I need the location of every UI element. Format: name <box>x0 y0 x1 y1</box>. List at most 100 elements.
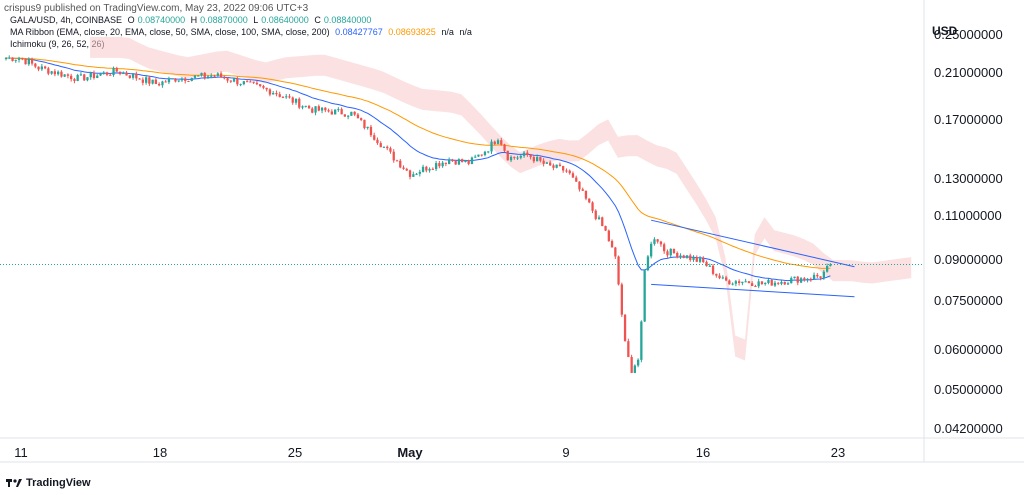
candle-body <box>770 279 773 286</box>
candle-body <box>630 357 633 373</box>
candle-body <box>653 239 656 244</box>
candle-body <box>418 171 421 174</box>
candle-body <box>193 75 197 78</box>
x-tick-label: 11 <box>14 445 28 460</box>
candle-body <box>14 59 17 61</box>
candle-body <box>327 110 330 112</box>
y-tick-label: 0.13000000 <box>934 171 1003 187</box>
candle-body <box>307 105 311 109</box>
candle-body <box>324 107 327 111</box>
candle-body <box>783 282 786 285</box>
candle-body <box>470 157 474 164</box>
candle-body <box>275 93 278 95</box>
candle-body <box>744 281 747 283</box>
candle-body <box>60 71 63 77</box>
candle-body <box>734 281 737 284</box>
candle-body <box>395 160 399 162</box>
candle-body <box>711 265 715 274</box>
candle-body <box>760 281 764 285</box>
candle-body <box>47 68 50 74</box>
candle-body <box>549 162 552 166</box>
candle-body <box>799 278 803 283</box>
candle-body <box>229 80 232 82</box>
candle-body <box>44 66 47 69</box>
candle-body <box>122 72 125 75</box>
candle-body <box>96 75 99 78</box>
candle-body <box>366 126 369 129</box>
candle-body <box>285 96 288 98</box>
close-value: 0.08840000 <box>323 15 372 25</box>
candle-body <box>278 94 281 97</box>
candle-body <box>262 86 265 88</box>
candle-body <box>353 111 356 115</box>
candle-body <box>666 251 669 256</box>
y-tick-label: 0.05000000 <box>934 382 1003 398</box>
candle-body <box>21 58 24 60</box>
candle-body <box>83 74 86 81</box>
candle-body <box>239 84 242 86</box>
candle-body <box>8 57 11 59</box>
candle-body <box>715 273 718 276</box>
symbol-legend: GALA/USD, 4h, COINBASE O 0.08740000 H 0.08… <box>10 15 374 25</box>
candle-body <box>389 148 392 152</box>
lower-trendline <box>651 283 855 298</box>
candle-body <box>112 68 115 75</box>
candle-body <box>451 160 454 162</box>
candle-body <box>428 168 431 171</box>
candle-body <box>487 151 490 153</box>
candle-body <box>597 217 601 219</box>
candle-body <box>676 253 679 258</box>
candle-body <box>826 266 829 272</box>
publish-info: crispus9 published on TradingView.com, M… <box>4 3 309 14</box>
candle-body <box>464 160 467 162</box>
candle-body <box>421 166 425 172</box>
candle-body <box>431 168 434 170</box>
high-value: 0.08870000 <box>200 15 248 25</box>
candle-body <box>109 74 112 76</box>
candle-body <box>731 283 734 285</box>
candle-body <box>382 146 386 148</box>
candle-body <box>757 281 760 287</box>
candle-body <box>405 168 408 171</box>
candle-body <box>259 84 262 86</box>
candle-body <box>268 89 272 95</box>
candle-body <box>650 243 653 257</box>
candle-body <box>412 174 415 177</box>
candle-body <box>584 190 588 199</box>
candle-body <box>232 78 236 82</box>
candle-body <box>692 257 695 260</box>
ma-ribbon-legend: MA Ribbon (EMA, close, 20, EMA, close, 5… <box>10 27 475 37</box>
candle-body <box>509 156 513 161</box>
candle-body <box>219 73 223 78</box>
x-tick-label: 9 <box>562 445 570 460</box>
candle-body <box>539 157 542 161</box>
candle-body <box>435 163 438 169</box>
low-value: 0.08640000 <box>261 15 309 25</box>
candle-body <box>158 84 161 86</box>
x-tick-label: 25 <box>287 445 303 460</box>
candle-body <box>614 247 617 257</box>
candle-body <box>444 162 447 164</box>
candle-body <box>467 160 470 164</box>
candle-body <box>131 74 135 78</box>
candle-body <box>337 109 340 111</box>
candle-body <box>115 68 118 72</box>
candle-body <box>79 74 83 76</box>
candle-body <box>529 154 532 158</box>
candle-body <box>298 98 301 108</box>
candle-body <box>604 226 607 231</box>
candle-body <box>578 181 581 190</box>
candle-body <box>777 282 780 284</box>
ma-value-1: 0.08427767 <box>335 27 383 37</box>
candle-body <box>477 154 480 157</box>
candle-body <box>425 166 428 171</box>
candle-body <box>314 106 317 113</box>
candle-body <box>526 152 529 155</box>
candle-body <box>187 81 190 82</box>
candle-body <box>343 114 346 117</box>
ema50-line <box>6 57 831 269</box>
candle-body <box>141 79 144 83</box>
candle-body <box>558 164 562 167</box>
candle-body <box>708 265 711 267</box>
